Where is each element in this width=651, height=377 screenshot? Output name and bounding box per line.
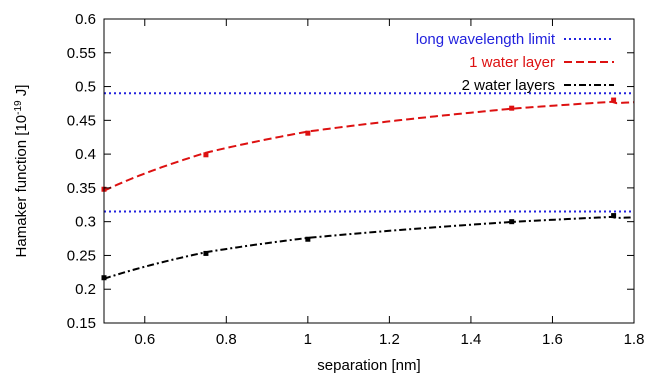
- x-tick-label: 1: [304, 331, 312, 348]
- y-axis-label-exponent: -19: [13, 100, 24, 115]
- series-1-water-layer: [101, 97, 635, 192]
- series-curve: [103, 100, 635, 192]
- y-tick-label: 0.15: [67, 315, 96, 332]
- y-tick-label: 0.55: [67, 45, 96, 62]
- y-tick-label: 0.4: [75, 146, 96, 163]
- data-point: [203, 152, 209, 158]
- y-tick-label: 0.25: [67, 247, 96, 264]
- y-axis-label-unit: J]: [13, 85, 30, 101]
- y-tick-label: 0.35: [67, 180, 96, 197]
- x-tick-label: 1.8: [624, 331, 645, 348]
- data-point: [611, 97, 617, 103]
- series-long-wavelength-limit: [104, 92, 634, 213]
- data-point: [305, 130, 311, 136]
- y-axis-label: Hamaker function [10-19 J]: [13, 85, 31, 258]
- data-point: [509, 219, 515, 225]
- x-axis-label: separation [nm]: [317, 357, 420, 374]
- plot-layer: [101, 92, 635, 281]
- labels-layer: 0.15 0.2 0.25 0.3 0.35 0.4 0.45 0.5 0.55 0.6 0.6 0.…: [67, 11, 645, 348]
- x-tick-label: 0.8: [216, 331, 237, 348]
- y-axis-label-main: Hamaker function [10: [13, 115, 30, 258]
- ticks-layer: [104, 18, 635, 324]
- plot-frame: [103, 18, 635, 324]
- legend: long wavelength limit 1 water layer 2 wate…: [416, 31, 614, 94]
- y-tick-label: 0.45: [67, 112, 96, 129]
- x-tick-label: 0.6: [134, 331, 155, 348]
- data-point: [611, 213, 617, 219]
- series-curve: [103, 215, 635, 280]
- data-point: [203, 250, 209, 256]
- data-point: [509, 105, 515, 111]
- y-tick-label: 0.6: [75, 11, 96, 28]
- y-tick-label: 0.3: [75, 214, 96, 231]
- x-tick-label: 1.2: [379, 331, 400, 348]
- series-2-water-layers: [101, 213, 635, 281]
- legend-label: 2 water layers: [462, 77, 555, 94]
- y-tick-label: 0.2: [75, 281, 96, 298]
- x-tick-label: 1.4: [460, 331, 481, 348]
- legend-label: 1 water layer: [469, 54, 555, 71]
- x-tick-label: 1.6: [542, 331, 563, 348]
- data-point: [305, 236, 311, 242]
- y-tick-label: 0.5: [75, 79, 96, 96]
- legend-label: long wavelength limit: [416, 31, 556, 48]
